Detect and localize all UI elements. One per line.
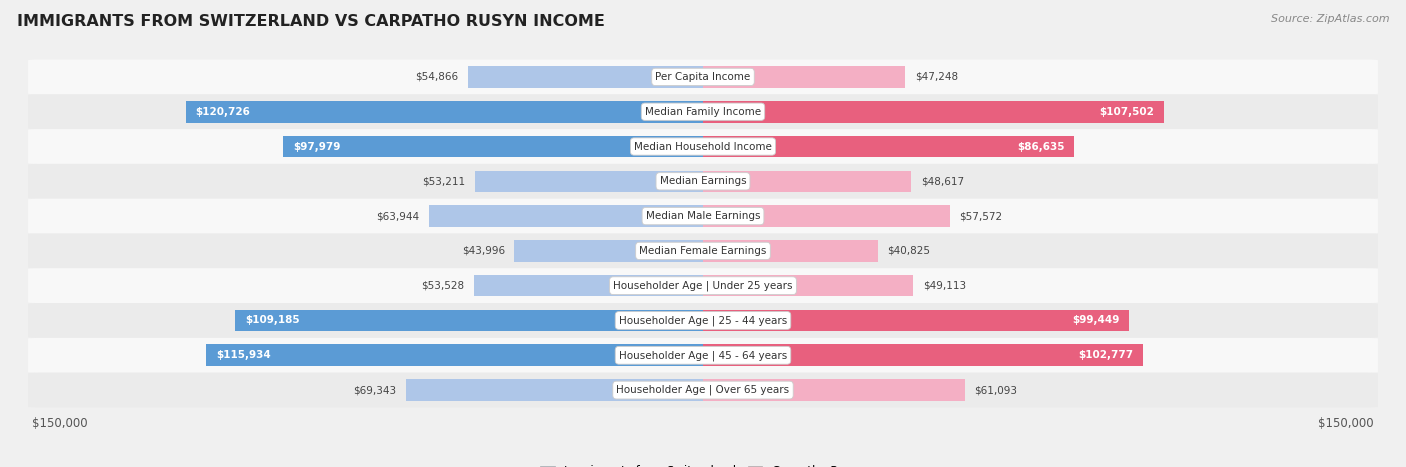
Bar <box>515 240 703 262</box>
Bar <box>235 310 703 331</box>
Text: Householder Age | Under 25 years: Householder Age | Under 25 years <box>613 281 793 291</box>
Bar <box>703 136 1074 157</box>
Bar <box>703 205 949 227</box>
Text: Householder Age | Over 65 years: Householder Age | Over 65 years <box>616 385 790 396</box>
Text: Householder Age | 25 - 44 years: Householder Age | 25 - 44 years <box>619 315 787 326</box>
FancyBboxPatch shape <box>28 303 1378 338</box>
Text: $61,093: $61,093 <box>974 385 1018 395</box>
Text: IMMIGRANTS FROM SWITZERLAND VS CARPATHO RUSYN INCOME: IMMIGRANTS FROM SWITZERLAND VS CARPATHO … <box>17 14 605 29</box>
Text: $49,113: $49,113 <box>924 281 966 290</box>
FancyBboxPatch shape <box>28 234 1378 269</box>
Text: $69,343: $69,343 <box>353 385 396 395</box>
Text: Source: ZipAtlas.com: Source: ZipAtlas.com <box>1271 14 1389 24</box>
FancyBboxPatch shape <box>28 94 1378 129</box>
Bar <box>474 275 703 297</box>
Text: $53,211: $53,211 <box>422 177 465 186</box>
Bar <box>429 205 703 227</box>
Bar <box>703 66 905 88</box>
Bar <box>468 66 703 88</box>
Text: Median Family Income: Median Family Income <box>645 107 761 117</box>
FancyBboxPatch shape <box>28 198 1378 234</box>
Text: $115,934: $115,934 <box>217 350 270 360</box>
Bar <box>283 136 703 157</box>
FancyBboxPatch shape <box>28 269 1378 303</box>
Bar <box>406 379 703 401</box>
Bar <box>703 101 1164 122</box>
Text: $53,528: $53,528 <box>420 281 464 290</box>
Text: $99,449: $99,449 <box>1073 316 1119 325</box>
Text: Median Household Income: Median Household Income <box>634 142 772 151</box>
Text: Median Male Earnings: Median Male Earnings <box>645 211 761 221</box>
Text: $54,866: $54,866 <box>415 72 458 82</box>
Bar <box>703 275 914 297</box>
Text: $97,979: $97,979 <box>292 142 340 151</box>
Text: $86,635: $86,635 <box>1017 142 1064 151</box>
Bar <box>703 345 1143 366</box>
Text: $40,825: $40,825 <box>887 246 931 256</box>
Text: $63,944: $63,944 <box>377 211 419 221</box>
Text: $102,777: $102,777 <box>1078 350 1133 360</box>
Text: $109,185: $109,185 <box>245 316 299 325</box>
Bar <box>703 379 965 401</box>
Text: Median Female Earnings: Median Female Earnings <box>640 246 766 256</box>
Text: Householder Age | 45 - 64 years: Householder Age | 45 - 64 years <box>619 350 787 361</box>
Bar <box>703 240 877 262</box>
FancyBboxPatch shape <box>28 338 1378 373</box>
Legend: Immigrants from Switzerland, Carpatho Rusyn: Immigrants from Switzerland, Carpatho Ru… <box>536 460 870 467</box>
FancyBboxPatch shape <box>28 373 1378 408</box>
Text: Per Capita Income: Per Capita Income <box>655 72 751 82</box>
Text: $48,617: $48,617 <box>921 177 965 186</box>
Text: $43,996: $43,996 <box>461 246 505 256</box>
Text: $47,248: $47,248 <box>915 72 959 82</box>
Bar <box>186 101 703 122</box>
Text: $107,502: $107,502 <box>1099 107 1154 117</box>
Bar <box>703 310 1129 331</box>
FancyBboxPatch shape <box>28 164 1378 198</box>
FancyBboxPatch shape <box>28 59 1378 94</box>
Text: $57,572: $57,572 <box>959 211 1002 221</box>
Bar <box>475 170 703 192</box>
Text: $120,726: $120,726 <box>195 107 250 117</box>
FancyBboxPatch shape <box>28 129 1378 164</box>
Bar <box>207 345 703 366</box>
Text: Median Earnings: Median Earnings <box>659 177 747 186</box>
Bar <box>703 170 911 192</box>
